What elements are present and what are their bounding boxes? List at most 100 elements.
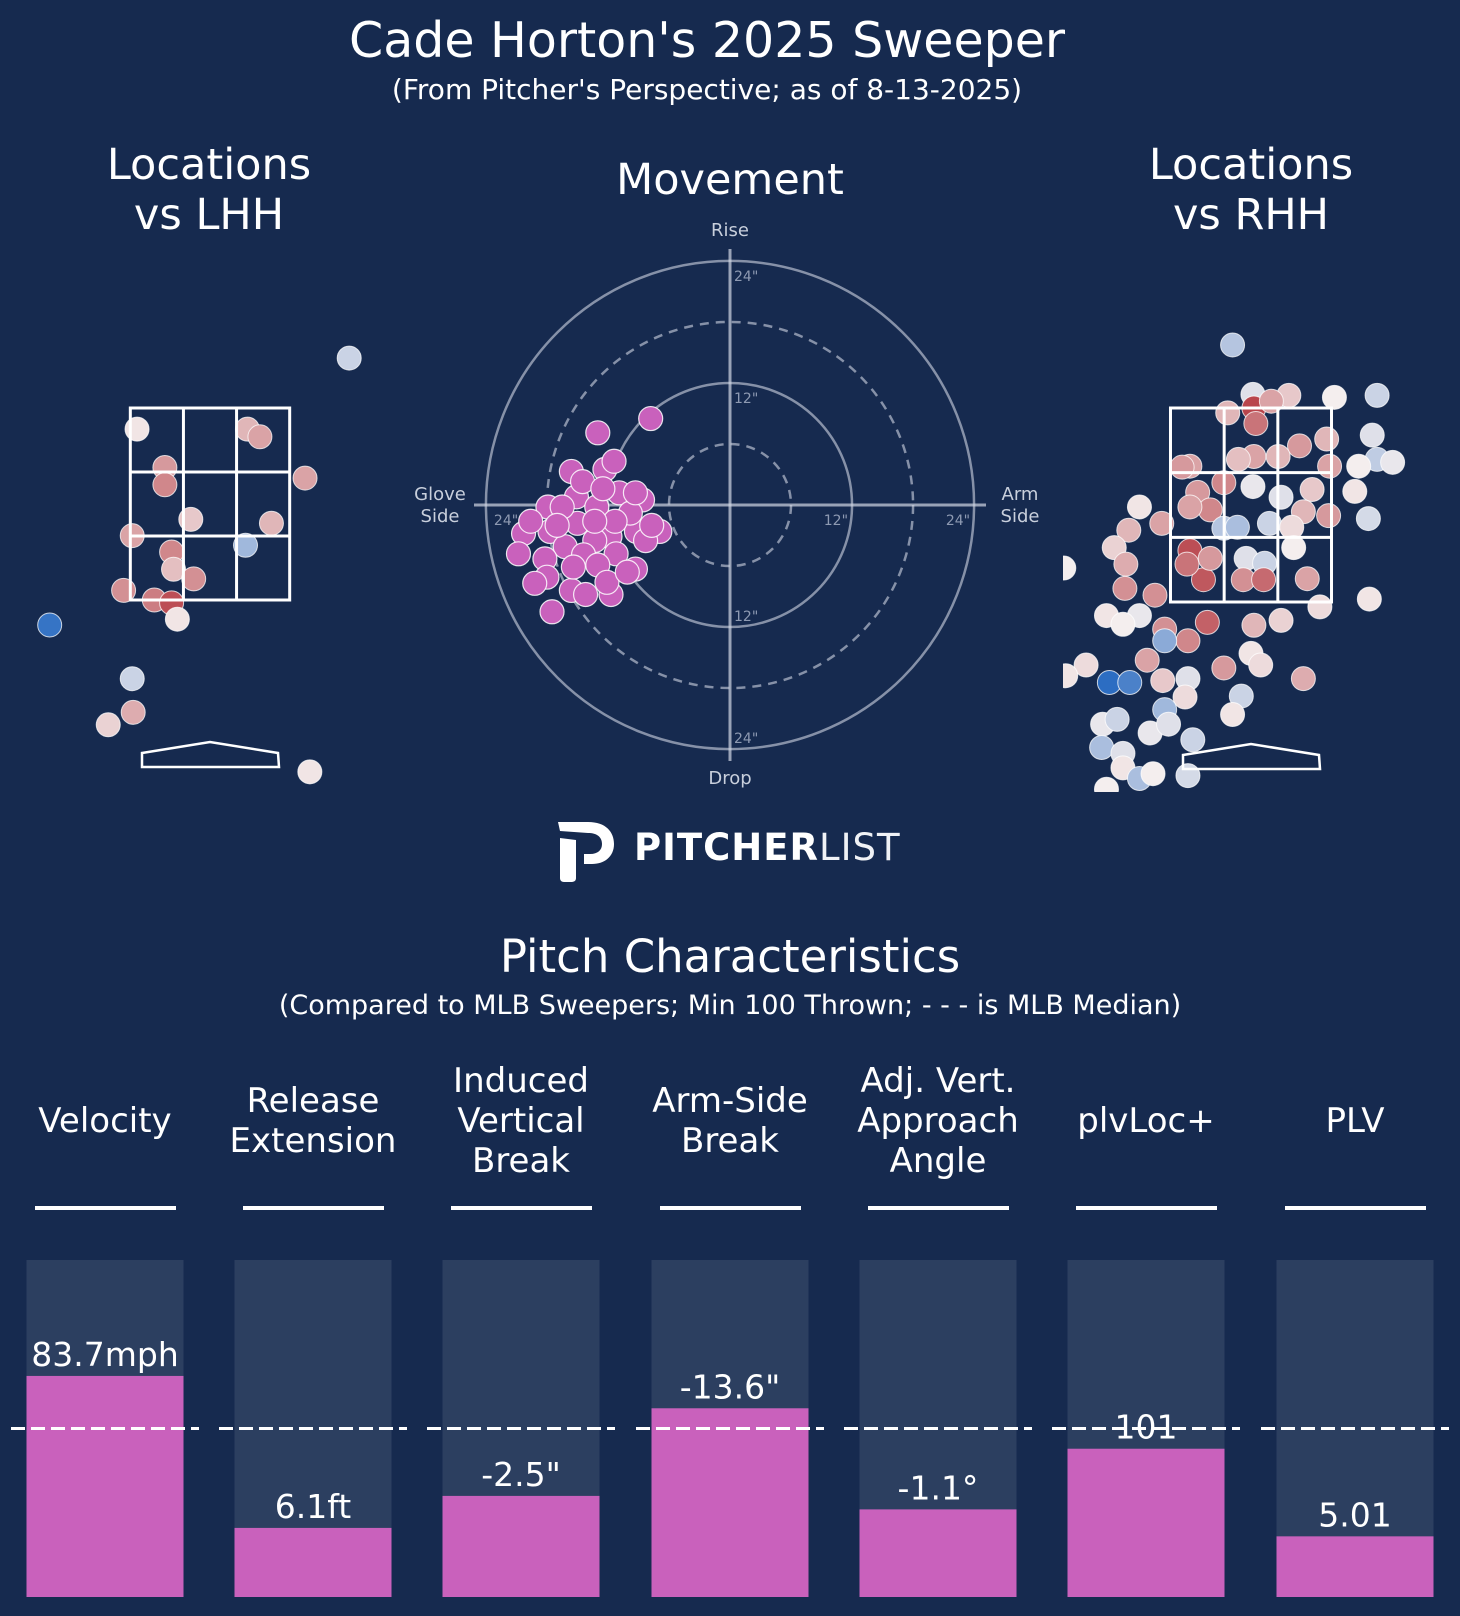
plots-canvas: 24" 12" 12" 24" 24" 12" 24" Rise Drop Glove Si… [37,220,1406,792]
rhh-pitch-point [1172,684,1198,710]
rhh-pitch-point [1175,628,1201,654]
lhh-title-line-1: Locations [106,140,312,190]
rhh-pitch-point [1294,566,1320,592]
movement-pitch-point [639,512,665,538]
movement-pitch-point [638,405,664,432]
movement-pitch-point [590,476,616,502]
logo-word-light: LIST [819,826,901,869]
rhh-pitch-point [1290,666,1316,692]
movement-pitch-point [582,508,608,534]
chart-subtitle: (From Pitcher's Perspective; as of 8-13-… [391,73,1023,106]
rhh-pitch-point [1197,545,1223,571]
metric-underline [1076,1206,1217,1210]
rhh-pitch-point [1093,776,1119,792]
rhh-title-line-2: vs RHH [1172,190,1330,240]
movement-pitch-point [518,508,544,534]
metric-underline [451,1206,592,1210]
rhh-pitch-point [1317,453,1343,479]
rhh-pitch-point [1150,668,1176,694]
movement-ring-label: 24" [734,269,758,285]
lhh-pitch-point [181,566,207,592]
pitch-characteristics-title: Pitch Characteristics [499,930,961,983]
metric-bar-fill [1067,1448,1225,1597]
metric-header: Arm-Side Break [630,1056,830,1186]
metric-label-line: Vertical [457,1101,585,1141]
lhh-pitch-point [120,699,146,725]
rhh-location-plot [1063,332,1406,792]
lhh-pitch-point [124,416,150,442]
characteristics-bar-chart: 83.7mph 6.1ft -2.5" -13.6" -1.1° 101 5.01 [11,1206,1449,1597]
movement-pitch-point [560,554,586,580]
movement-ring-label: 12" [824,513,848,529]
metric-underline [1285,1206,1426,1210]
lhh-pitch-point [258,510,284,536]
glove-side-label-line-2: Side [421,506,460,527]
lhh-panel-title: Locations vs LHH [107,140,311,240]
metric-header: plvLoc+ [1046,1056,1246,1186]
rhh-pitch-point [1134,647,1160,673]
rhh-pitch-point [1342,478,1368,504]
pitch-characteristics-subtitle: (Compared to MLB Sweepers; Min 100 Throw… [278,990,1182,1021]
lhh-pitch-point [247,424,273,450]
metric-value-label: 101 [1115,1408,1178,1447]
lhh-title-line-2: vs LHH [133,190,285,240]
chart-title: Cade Horton's 2025 Sweeper [348,12,1066,69]
rhh-pitch-point [1287,433,1312,459]
rhh-pitch-point [1063,555,1077,581]
rhh-pitch-point [1241,612,1267,638]
metric-label-line: Break [681,1121,779,1161]
rhh-pitch-point [1299,476,1325,502]
movement-pitch-point [522,570,548,596]
pitcherlist-p-icon [558,822,614,882]
rhh-pitch-point [1156,711,1182,737]
lhh-pitch-point [95,712,121,738]
movement-ring-label: 24" [734,731,758,747]
metric-label-line: plvLoc+ [1077,1101,1215,1141]
rhh-pitch-point [1211,655,1237,681]
rhh-panel-title: Locations vs RHH [1149,140,1353,240]
movement-pitch-point [622,480,649,506]
rhh-pitch-point [1089,735,1115,760]
rhh-pitch-point [1240,474,1266,500]
rhh-pitch-point [1152,628,1178,654]
metric-value-label: -13.6" [680,1367,781,1406]
lhh-pitch-point [336,345,362,371]
rise-label: Rise [711,220,749,241]
metric-label-line: Extension [229,1121,397,1161]
rhh-pitch-point [1149,510,1175,536]
metric-value-label: 83.7mph [31,1335,179,1374]
lhh-pitch-point [119,666,145,692]
lhh-pitch-point [37,612,63,638]
rhh-title-line-1: Locations [1148,140,1354,190]
lhh-pitch-point [152,472,178,498]
metric-label-line: Induced [453,1061,589,1101]
movement-pitch-point [601,448,627,474]
metric-label-line: PLV [1325,1101,1385,1141]
movement-pitch-point [505,541,532,567]
rhh-pitch-point [1268,607,1294,633]
lhh-pitch-point [233,532,259,558]
movement-plot: 24" 12" 12" 24" 24" 12" 24" Rise Drop Glove Si… [414,220,1039,789]
rhh-pitch-point [1142,582,1168,608]
rhh-pitch-point [1112,575,1138,601]
metric-header: Induced Vertical Break [421,1056,621,1186]
rhh-pitch-point [1364,382,1390,408]
rhh-pitch-point [1110,611,1136,637]
rhh-pitch-point [1063,663,1079,689]
rhh-pitch-point [1140,761,1166,787]
rhh-pitch-point [1321,384,1347,410]
drop-label: Drop [708,768,751,789]
logo-word-bold: PITCHER [634,826,820,869]
movement-pitch-point [603,541,629,567]
glove-side-label-line-1: Glove [414,484,466,505]
lhh-pitch-point [292,465,318,491]
lhh-pitch-point [161,556,187,582]
metric-label-line: Release [246,1081,380,1121]
pitcherlist-logo: PITCHERLIST [554,818,904,884]
metric-label-line: Arm-Side [652,1081,808,1121]
rhh-pitch-point [1220,702,1246,728]
metric-value-label: -2.5" [481,1455,561,1494]
metric-label-line: Break [472,1141,570,1181]
arm-side-label-line-2: Side [1001,506,1040,527]
rhh-pitch-point [1346,453,1372,479]
